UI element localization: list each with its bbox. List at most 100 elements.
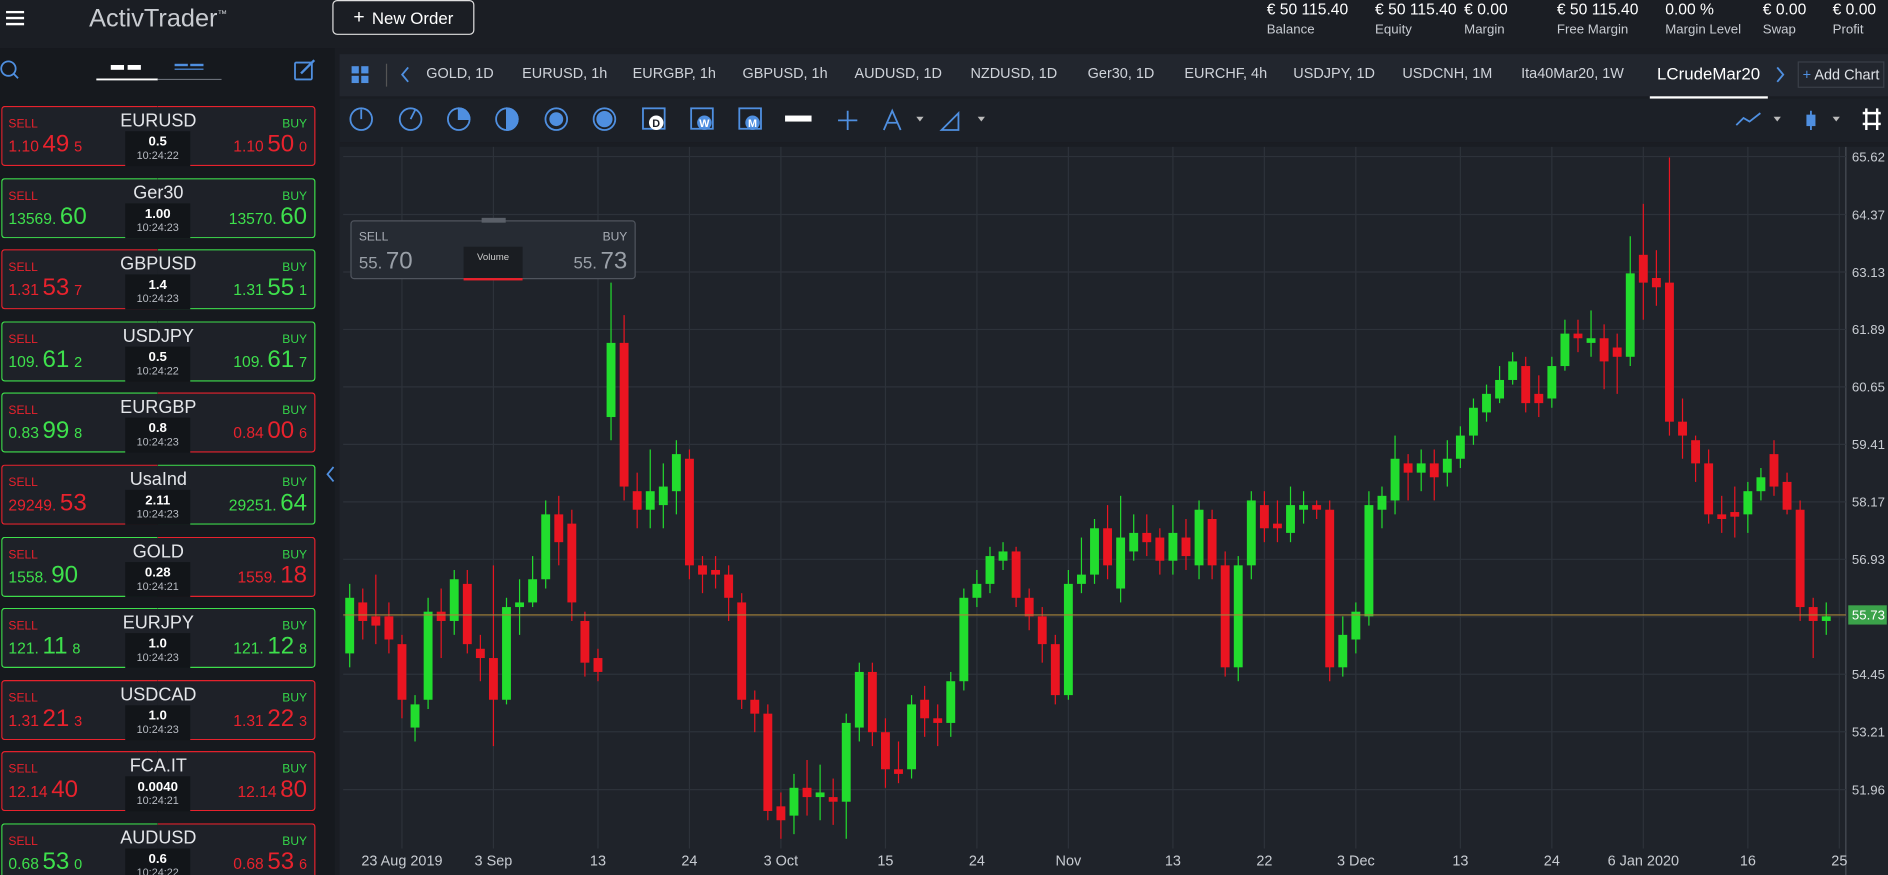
grid-toggle-icon[interactable] [1862, 108, 1881, 130]
price-part: 53 [267, 848, 295, 875]
watchlist-row[interactable]: USDJPY SELL BUY 0.5 10:24:22 109. 61 2 109. 61 7 [0, 321, 317, 382]
chart-tab[interactable]: USDJPY, 1D [1293, 64, 1375, 82]
draw-icon[interactable] [882, 108, 902, 131]
quote-buy-label: BUY [602, 231, 628, 245]
edit-icon[interactable] [294, 61, 313, 81]
spread: 1.0 [148, 636, 167, 652]
volume-box[interactable]: Volume [463, 246, 523, 281]
watchlist-row[interactable]: GBPUSD SELL BUY 1.4 10:24:23 1.31 53 7 1.31 55 1 [0, 249, 317, 310]
quote-time: 10:24:21 [136, 794, 179, 807]
sell-price[interactable]: 29249. 53 [8, 490, 86, 518]
collapse-arrow[interactable] [325, 465, 337, 484]
chart-tab[interactable]: GBPUSD, 1h [742, 64, 828, 82]
chart-tab[interactable]: Ger30, 1D [1087, 64, 1155, 82]
chart-tab[interactable]: Ita40Mar20, 1W [1521, 64, 1624, 82]
buy-label: BUY [282, 691, 308, 706]
symbol: AUDUSD [120, 828, 197, 849]
buy-price[interactable]: 0.84 00 6 [233, 418, 307, 446]
buy-price[interactable]: 1.31 22 3 [233, 705, 307, 733]
period-icon[interactable] [398, 107, 423, 131]
buy-label: BUY [282, 261, 308, 275]
buy-price[interactable]: 1.10 50 0 [233, 131, 307, 159]
indicator-icon[interactable] [1735, 112, 1761, 126]
chart-tab[interactable]: USDCNH, 1M [1402, 64, 1493, 82]
spread-box: 0.5 10:24:22 [125, 131, 191, 167]
sell-price[interactable]: 1.10 49 5 [8, 131, 82, 159]
watchlist-row[interactable]: EURGBP SELL BUY 0.8 10:24:23 0.83 99 8 0.84 00 6 [0, 392, 317, 454]
y-tick-label: 65.62 [1852, 149, 1885, 164]
list-view-icon[interactable] [110, 64, 125, 70]
sell-price[interactable]: 12.14 40 [8, 777, 78, 805]
candle-body [789, 787, 799, 816]
shape-icon[interactable] [939, 110, 960, 131]
watchlist-row[interactable]: GOLD SELL BUY 0.28 10:24:21 1558. 90 1559. 18 [0, 536, 317, 597]
candle-body [554, 514, 564, 543]
price-part: 53 [42, 274, 70, 302]
layout-icon[interactable] [351, 66, 359, 74]
y-tick-label: 61.89 [1852, 322, 1885, 337]
watchlist-row[interactable]: EURJPY SELL BUY 1.0 10:24:23 121. 11 8 121. 12 8 [0, 608, 317, 669]
candle-body [1377, 495, 1387, 510]
buy-price[interactable]: 29251. 64 [229, 490, 307, 518]
search-icon[interactable] [0, 60, 17, 77]
add-chart-label: Add Chart [1814, 66, 1880, 84]
sell-price[interactable]: 121. 11 8 [8, 633, 80, 661]
candle-body [1155, 537, 1165, 561]
period-icon[interactable] [349, 107, 373, 131]
new-order-button[interactable]: + New Order [332, 0, 475, 35]
buy-price[interactable]: 121. 12 8 [233, 633, 307, 661]
ruler-icon[interactable] [785, 115, 812, 122]
quote-sell-price[interactable]: 55. 70 [359, 248, 413, 276]
buy-price[interactable]: 109. 61 7 [233, 346, 307, 374]
tabs-prev[interactable] [400, 66, 409, 83]
sell-price[interactable]: 1.31 53 7 [8, 275, 82, 303]
watchlist-row[interactable]: USDCAD SELL BUY 1.0 10:24:23 1.31 21 3 1.31 22 3 [0, 679, 317, 741]
sell-price[interactable]: 0.68 53 0 [8, 849, 82, 875]
period-icon[interactable] [544, 107, 569, 131]
tabs-next[interactable] [1770, 54, 1794, 96]
buy-price[interactable]: 1.31 55 1 [233, 275, 307, 303]
buy-label: BUY [282, 835, 308, 849]
chart-tab[interactable]: EURGBP, 1h [632, 64, 716, 82]
chart-tab[interactable]: LCrudeMar20 [1649, 54, 1768, 99]
price-part: 55 [267, 274, 295, 302]
sell-price[interactable]: 1558. 90 [8, 562, 78, 590]
watchlist-row[interactable]: AUDUSD SELL BUY 0.6 10:24:22 0.68 53 0 0.68 53 6 [0, 823, 317, 875]
calendar-letter: D [652, 118, 660, 130]
x-tick-label: 24 [1544, 853, 1560, 869]
compact-view-icon[interactable] [174, 63, 188, 67]
buy-price[interactable]: 13570. 60 [229, 203, 307, 231]
candle-body [933, 718, 943, 723]
quote-buy-price[interactable]: 55. 73 [573, 248, 627, 276]
sell-price[interactable]: 13569. 60 [8, 203, 86, 231]
watchlist-row[interactable]: FCA.IT SELL BUY 0.0040 10:24:21 12.14 40 12.14 8… [0, 751, 317, 813]
quote-time: 10:24:21 [136, 579, 179, 592]
chart-tab[interactable]: NZDUSD, 1D [970, 64, 1058, 82]
chart-tab[interactable]: GOLD, 1D [426, 64, 494, 82]
candle-body [1116, 537, 1126, 589]
buy-price[interactable]: 1559. 18 [237, 562, 307, 590]
buy-price[interactable]: 12.14 80 [237, 777, 307, 805]
period-icon[interactable] [592, 107, 617, 131]
sell-price[interactable]: 1.31 21 3 [8, 705, 82, 733]
sell-price[interactable]: 109. 61 2 [8, 346, 82, 374]
candle-body [1246, 500, 1256, 566]
candle-body [972, 583, 982, 598]
chart-tab[interactable]: AUDUSD, 1D [854, 64, 943, 82]
watchlist-row[interactable]: Ger30 SELL BUY 1.00 10:24:23 13569. 60 13570. 60 [0, 177, 317, 239]
buy-price[interactable]: 0.68 53 6 [233, 849, 307, 875]
candle-body [1534, 393, 1544, 404]
spread-box: 0.28 10:24:21 [125, 561, 191, 597]
watchlist-row[interactable]: UsaInd SELL BUY 2.11 10:24:23 29249. 53 29251. 6… [0, 464, 317, 526]
chart-tab[interactable]: EURCHF, 4h [1184, 64, 1268, 82]
sell-price[interactable]: 0.83 99 8 [8, 418, 82, 446]
drag-handle[interactable] [481, 217, 506, 223]
menu-icon[interactable] [6, 10, 25, 28]
add-chart-button[interactable]: + Add Chart [1797, 61, 1885, 88]
tab-bar [339, 54, 1888, 97]
watchlist-toolbar [0, 59, 316, 81]
watchlist-row[interactable]: EURUSD SELL BUY 0.5 10:24:22 1.10 49 5 1.10 50 0 [0, 105, 317, 167]
chart-tab[interactable]: EURUSD, 1h [522, 64, 608, 82]
candle-body [854, 671, 864, 728]
